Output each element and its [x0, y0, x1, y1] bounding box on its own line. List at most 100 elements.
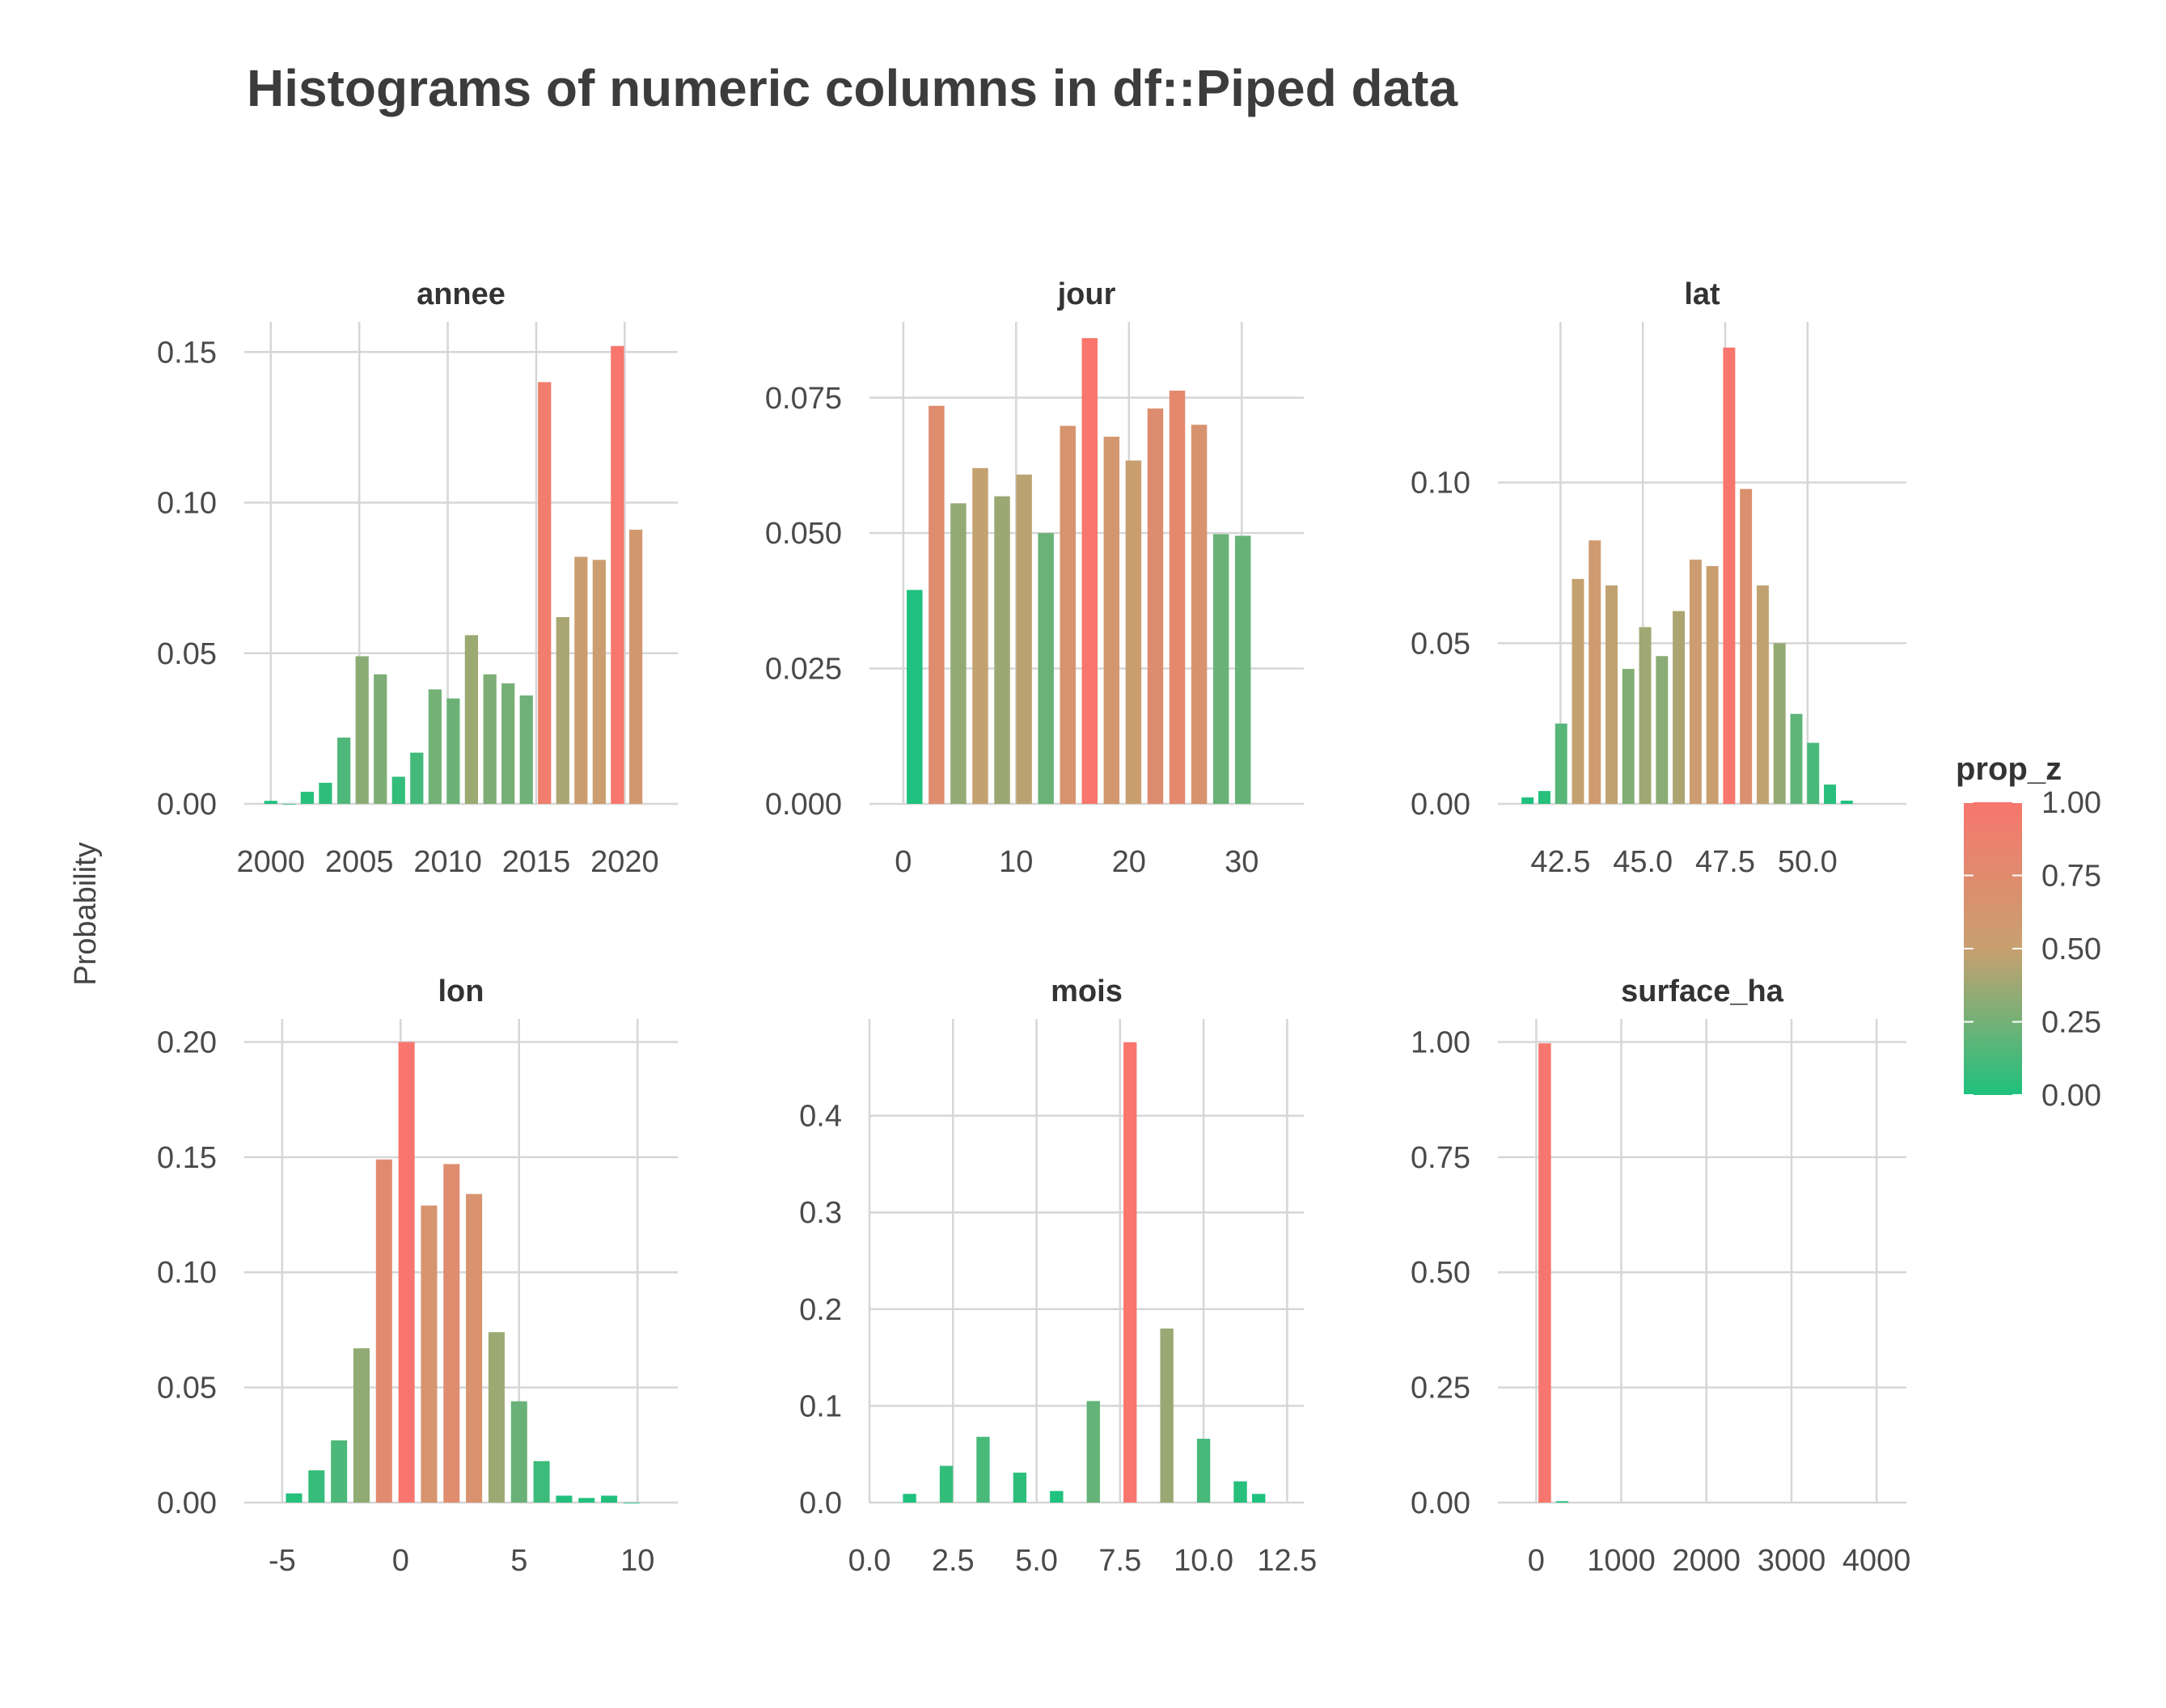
- bar-lon: [533, 1461, 550, 1503]
- bar-lat: [1807, 742, 1820, 804]
- x-tick-label: 10: [999, 845, 1033, 879]
- legend-tick-label: 0.00: [2041, 1079, 2101, 1113]
- bar-jour: [1016, 474, 1032, 804]
- y-tick-label: 0.050: [765, 517, 842, 551]
- bar-annee: [428, 689, 442, 804]
- x-tick-label: 4000: [1842, 1544, 1911, 1578]
- bar-lon: [286, 1493, 302, 1503]
- legend-tick-label: 0.25: [2041, 1006, 2101, 1040]
- bar-lon: [398, 1042, 415, 1503]
- bar-lat: [1572, 578, 1584, 804]
- x-tick-label: 0: [895, 845, 912, 879]
- y-tick-label: 0.2: [799, 1293, 842, 1327]
- bar-mois: [976, 1436, 990, 1503]
- bar-annee: [501, 683, 515, 804]
- panel-lon: lon 0.00 0.05 0.10 0.15 0.20 -5 0 5 10: [157, 974, 678, 1578]
- bar-jour: [994, 496, 1010, 804]
- x-tick-label: 2020: [590, 845, 659, 879]
- y-tick-label: 0.00: [1411, 1486, 1470, 1520]
- y-tick-label: 0.25: [1411, 1372, 1470, 1406]
- panel-surface_ha: surface_ha 0.00 0.25 0.50 0.75 1.00 0 1000 2000 3…: [1411, 974, 1910, 1578]
- bar-lat: [1723, 347, 1736, 805]
- bar-mois: [1086, 1401, 1100, 1503]
- panel-title-lat: lat: [1684, 277, 1720, 311]
- bar-mois: [903, 1494, 916, 1503]
- x-tick-label: 5.0: [1015, 1544, 1058, 1578]
- y-tick-label: 0.75: [1411, 1141, 1470, 1175]
- bar-annee: [446, 698, 460, 804]
- bar-lat: [1706, 565, 1719, 804]
- legend-tick-label: 0.75: [2041, 860, 2101, 894]
- bar-jour: [1038, 533, 1054, 804]
- y-tick-label: 0.50: [1411, 1256, 1470, 1290]
- y-tick-label: 0.20: [157, 1025, 217, 1059]
- panel-title-jour: jour: [1057, 277, 1116, 311]
- bar-lat: [1840, 801, 1853, 804]
- y-tick-label: 0.00: [1411, 788, 1470, 822]
- x-tick-label: 2000: [237, 845, 306, 879]
- x-tick-label: 45.0: [1613, 845, 1673, 879]
- bar-jour: [972, 467, 988, 804]
- bar-lat: [1521, 797, 1534, 804]
- y-tick-label: 0.10: [157, 487, 217, 521]
- y-tick-label: 0.05: [157, 637, 217, 671]
- bar-mois: [1050, 1490, 1064, 1503]
- bar-mois: [1123, 1042, 1137, 1503]
- x-tick-label: 2015: [502, 845, 571, 879]
- color-legend: prop_z 1.00 0.75 0.50 0.25 0.00: [1956, 751, 2101, 1113]
- panel-annee: annee 0.00 0.05 0.10 0.15 2000 2005 2010 2015 202…: [157, 277, 678, 879]
- bar-lat: [1639, 627, 1652, 804]
- panel-jour: jour 0.000 0.025 0.050 0.075 0 10 20 30: [765, 277, 1304, 879]
- x-tick-label: 2005: [325, 845, 394, 879]
- bar-annee: [319, 782, 332, 804]
- y-tick-label: 0.15: [157, 1141, 217, 1175]
- bar-annee: [374, 674, 387, 804]
- bar-lon: [578, 1498, 595, 1503]
- bar-lat: [1538, 791, 1550, 804]
- bar-annee: [629, 530, 643, 804]
- bar-jour: [1060, 425, 1076, 804]
- y-tick-label: 0.000: [765, 788, 842, 822]
- bar-lat: [1740, 488, 1753, 804]
- bar-annee: [300, 792, 314, 804]
- bar-annee: [556, 617, 569, 804]
- y-tick-label: 0.1: [799, 1389, 842, 1423]
- bar-jour: [1212, 534, 1229, 804]
- bar-jour: [1147, 408, 1164, 804]
- x-tick-label: 0: [1528, 1544, 1545, 1578]
- y-tick-label: 0.10: [1411, 467, 1470, 501]
- x-tick-label: 0.0: [848, 1544, 891, 1578]
- bar-lat: [1589, 540, 1601, 804]
- bar-jour: [950, 503, 967, 804]
- bar-lat: [1605, 585, 1618, 804]
- panel-title-mois: mois: [1051, 974, 1123, 1008]
- y-tick-label: 0.05: [1411, 627, 1470, 661]
- x-tick-label: 2.5: [932, 1544, 975, 1578]
- bar-jour: [1234, 535, 1251, 804]
- bar-annee: [282, 804, 296, 805]
- bar-jour: [929, 405, 945, 804]
- panel-title-annee: annee: [417, 277, 506, 311]
- y-tick-label: 0.025: [765, 653, 842, 687]
- bar-annee: [519, 695, 533, 804]
- x-tick-label: 2000: [1672, 1544, 1741, 1578]
- bar-lon: [601, 1495, 618, 1503]
- x-tick-label: 5: [510, 1544, 527, 1578]
- legend-title: prop_z: [1956, 751, 2062, 787]
- x-tick-label: 10.0: [1174, 1544, 1233, 1578]
- x-tick-label: 2010: [413, 845, 482, 879]
- y-tick-label: 0.075: [765, 382, 842, 416]
- bar-lat: [1756, 585, 1769, 804]
- x-tick-label: -5: [269, 1544, 296, 1578]
- bar-jour: [1103, 436, 1120, 804]
- bar-lon: [375, 1159, 392, 1503]
- x-tick-label: 50.0: [1778, 845, 1838, 879]
- bar-mois: [1196, 1439, 1211, 1503]
- bar-annee: [464, 635, 479, 804]
- bar-jour: [1125, 460, 1142, 804]
- bar-annee: [538, 382, 552, 804]
- bar-mois: [1233, 1481, 1247, 1503]
- bar-annee: [574, 556, 588, 804]
- bar-lon: [421, 1205, 438, 1503]
